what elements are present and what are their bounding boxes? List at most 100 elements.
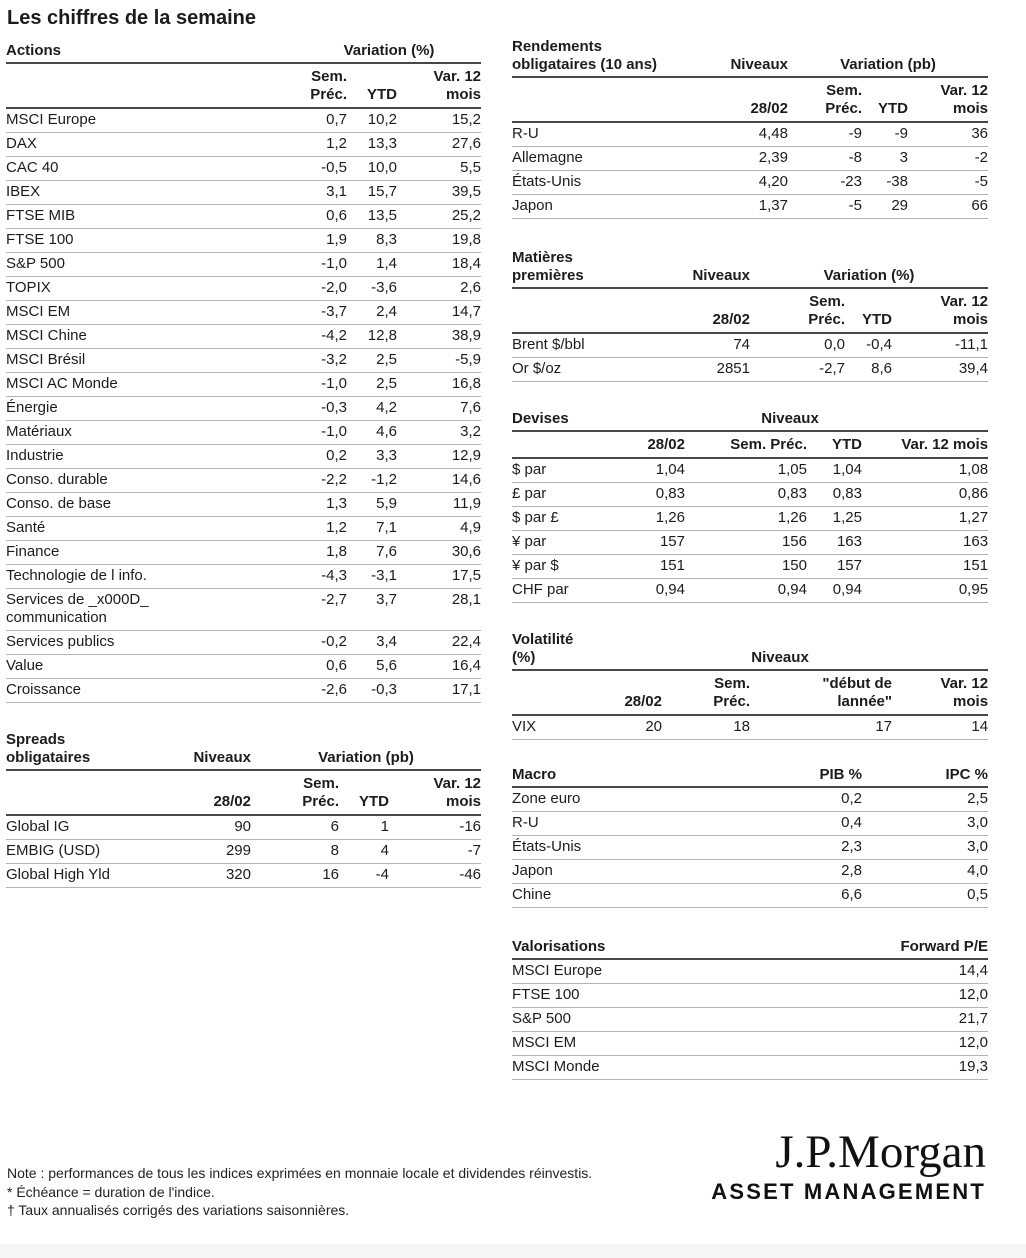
table-row: Global High Yld 320 16 -4 -46 [6, 863, 482, 888]
spreads-obligataires-table: Spreads obligataires Niveaux Variation (… [6, 731, 482, 888]
table-row: ¥ par $151 150 157 151 [512, 554, 989, 579]
empty-header-cell [512, 670, 572, 716]
cell-value: 2,4 [347, 300, 397, 325]
cell-value: -4,2 [297, 324, 347, 349]
cell-value: -4,3 [297, 564, 347, 589]
right-column: Rendements obligataires (10 ans) Niveaux… [512, 38, 989, 1080]
table-row: EMBIG (USD) 299 8 4 -7 [6, 839, 482, 864]
cell-value: 10,0 [347, 156, 397, 181]
cell-value: 7,1 [347, 516, 397, 541]
row-label: Énergie [6, 396, 297, 421]
matieres-premieres-table: Matières premières Niveaux Variation (%)… [512, 249, 989, 382]
row-label: Services de _x000D_ communication [6, 588, 297, 631]
cell-value: 1,8 [297, 540, 347, 565]
column-header-row: 28/02 Sem. Préc. YTD Var. 12 mois [6, 770, 482, 816]
section-header-row: Volatilité (%) Niveaux [512, 631, 989, 671]
cell-value: 3,2 [397, 420, 482, 445]
footnote-line: Note : performances de tous les indices … [7, 1165, 593, 1181]
row-label: Japon [512, 194, 682, 219]
cell-value: 17,5 [397, 564, 482, 589]
table-row: Énergie -0,3 4,2 7,6 [6, 396, 482, 421]
asset-management-label: ASSET MANAGEMENT [711, 1179, 986, 1204]
cell-value: 12,8 [347, 324, 397, 349]
spreads-table-body: Global IG 90 6 1 -16 EMBIG (USD) 299 8 4 -7 Global… [6, 815, 482, 888]
cell-value: 13,5 [347, 204, 397, 229]
table-row: Japon 1,37 -5 29 66 [512, 194, 989, 219]
table-row: CHF par 0,94 0,94 0,94 0,95 [512, 578, 989, 603]
row-label: ¥ par $ [512, 554, 592, 579]
cell-value: 27,6 [397, 132, 482, 157]
cell-value: 150 [685, 554, 807, 579]
row-label: MSCI Chine [6, 324, 297, 349]
cell-value: 0,2 [712, 787, 862, 812]
cell-value: 3,3 [347, 444, 397, 469]
cell-value: -46 [389, 863, 482, 888]
cell-value: 0,5 [862, 883, 988, 908]
cell-value: 1,3 [297, 492, 347, 517]
row-label: MSCI Europe [6, 108, 297, 133]
cell-value: -0,4 [845, 333, 892, 358]
bottom-bar [0, 1244, 1026, 1258]
cell-value: 14,4 [812, 959, 988, 984]
cell-value: 15,7 [347, 180, 397, 205]
cell-value: 0,0 [750, 333, 845, 358]
table-row: Global IG 90 6 1 -16 [6, 815, 482, 840]
col-header-sem-prec: Sem. Préc. [251, 770, 339, 816]
empty-header-cell [512, 288, 632, 334]
col-header-debut-annee: "début de lannée" [750, 670, 892, 716]
cell-value: 2,39 [682, 146, 788, 171]
row-label: Japon [512, 859, 712, 884]
section-title: Rendements obligataires (10 ans) [512, 38, 682, 78]
row-label: IBEX [6, 180, 297, 205]
empty-header-cell [512, 77, 682, 123]
cell-value: -3,2 [297, 348, 347, 373]
cell-value: 4 [339, 839, 389, 864]
cell-value: 1,4 [347, 252, 397, 277]
cell-value: 18 [662, 715, 750, 740]
table-row: Santé 1,2 7,1 4,9 [6, 516, 482, 541]
table-row: R-U 4,48 -9 -9 36 [512, 122, 989, 147]
cell-value: 17,1 [397, 678, 482, 703]
row-label: Allemagne [512, 146, 682, 171]
section-title: Actions [6, 42, 297, 64]
table-row: Conso. de base 1,3 5,9 11,9 [6, 492, 482, 517]
cell-value: 0,83 [592, 482, 685, 507]
row-label: Chine [512, 883, 712, 908]
cell-value: 12,9 [397, 444, 482, 469]
table-row: MSCI Chine -4,2 12,8 38,9 [6, 324, 482, 349]
group-header-variation: Variation (%) [750, 249, 989, 289]
cell-value: 0,2 [297, 444, 347, 469]
cell-value: 1,37 [682, 194, 788, 219]
macro-table: Macro PIB % IPC % Zone euro 0,2 2,5 R-U 0,4 3… [512, 766, 988, 908]
section-title: Macro [512, 766, 712, 788]
empty-header-cell [512, 431, 592, 459]
cell-value: 28,1 [397, 588, 482, 631]
group-header-niveaux: Niveaux [592, 410, 989, 432]
cell-value: -11,1 [892, 333, 989, 358]
cell-value: 29 [862, 194, 908, 219]
row-label: CAC 40 [6, 156, 297, 181]
table-row: Chine 6,6 0,5 [512, 883, 988, 908]
section-header-row: Macro PIB % IPC % [512, 766, 988, 788]
row-label: MSCI EM [6, 300, 297, 325]
cell-value: -1,0 [297, 252, 347, 277]
valorisations-table-body: MSCI Europe 14,4 FTSE 100 12,0 S&P 500 21,7 MS… [512, 959, 988, 1080]
jpmorgan-wordmark: J.P.Morgan [775, 1126, 986, 1178]
row-label: Services publics [6, 630, 297, 655]
cell-value: 1 [339, 815, 389, 840]
footnote-line: † Taux annualisés corrigés des variation… [7, 1202, 350, 1218]
cell-value: 36 [908, 122, 989, 147]
cell-value: 8 [251, 839, 339, 864]
col-header-sem-prec: Sem. Préc. [788, 77, 862, 123]
cell-value: -3,1 [347, 564, 397, 589]
cell-value: 0,6 [297, 204, 347, 229]
cell-value: 1,2 [297, 516, 347, 541]
group-header-variation: Variation (pb) [251, 731, 482, 771]
table-row: TOPIX -2,0 -3,6 2,6 [6, 276, 482, 301]
cell-value: 38,9 [397, 324, 482, 349]
table-row: S&P 500 -1,0 1,4 18,4 [6, 252, 482, 277]
cell-value: 39,4 [892, 357, 989, 382]
cell-value: -0,2 [297, 630, 347, 655]
section-title: Matières premières [512, 249, 632, 289]
cell-value: -9 [788, 122, 862, 147]
